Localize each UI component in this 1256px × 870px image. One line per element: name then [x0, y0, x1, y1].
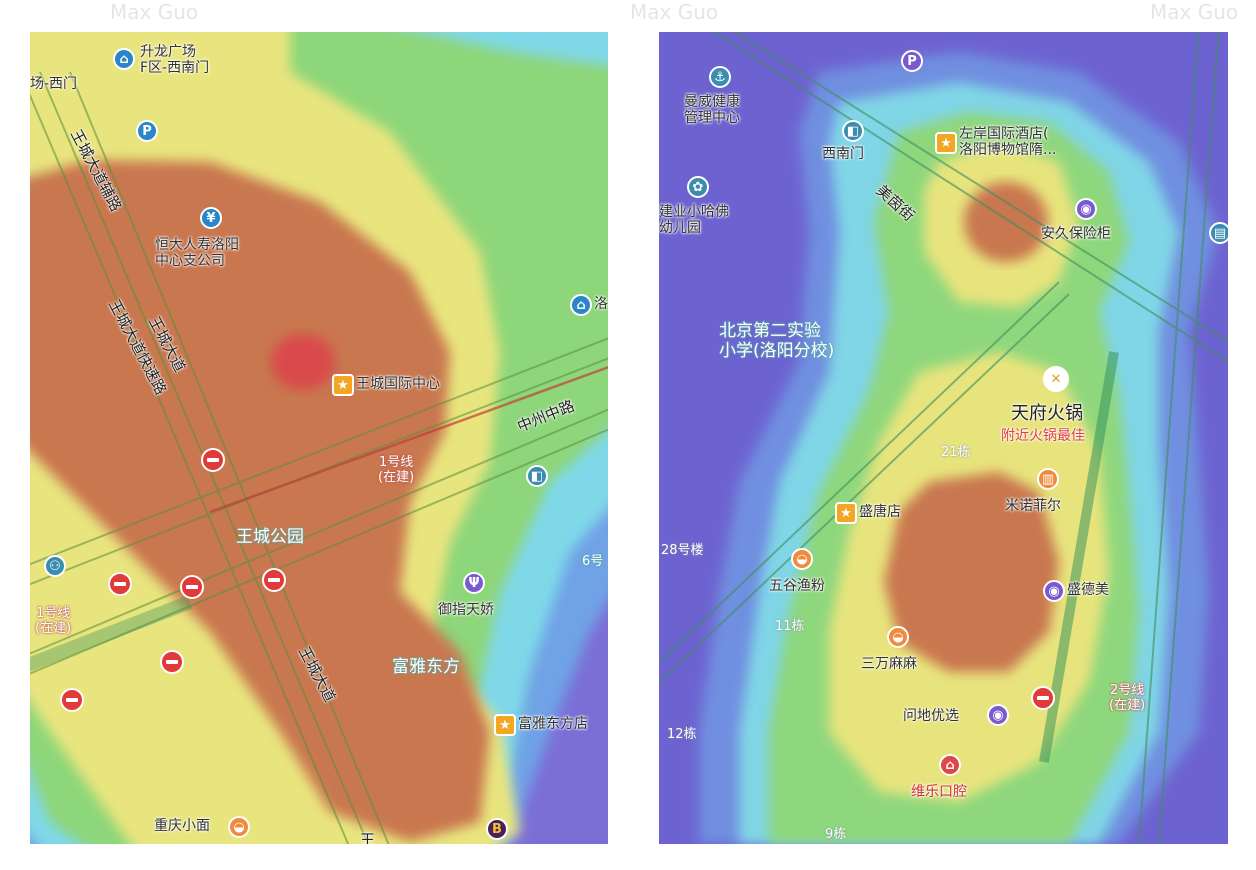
metro-label-line1-b: 1号线 (在建) [35, 606, 72, 636]
poi-fuya-store[interactable]: 富雅东方店 [518, 716, 588, 732]
building-9: 9栋 [825, 827, 847, 842]
hotel-star-icon[interactable]: ★ [494, 714, 516, 736]
poi-xinan-gate[interactable]: 西南门 [822, 146, 864, 162]
poi-partial-right[interactable]: 洛 [594, 296, 608, 312]
museum-icon[interactable]: ⌂ [570, 294, 592, 316]
poi-tianfu-sub: 附近火锅最佳 [1001, 428, 1085, 444]
road-label-bottom-frag: 王 [360, 831, 376, 844]
hotel-star-icon[interactable]: ★ [332, 374, 354, 396]
poi-tianfu[interactable]: 天府火锅 [1011, 403, 1083, 424]
no-entry-icon [180, 575, 204, 599]
parking-icon[interactable]: P [136, 120, 158, 142]
road-lines [659, 32, 1228, 844]
poi-shenglong[interactable]: 升龙广场 F区-西南门 [140, 44, 210, 77]
poi-chongqing[interactable]: 重庆小面 [154, 818, 210, 834]
heat-peak-zone [271, 334, 335, 390]
heat-high-zone-north [964, 182, 1048, 262]
watermark: Max Guo [1150, 0, 1239, 24]
restaurant-icon[interactable]: ✕ [1043, 366, 1069, 392]
metro-line-1 [209, 365, 608, 514]
anchor-icon[interactable]: ⚓ [709, 66, 731, 88]
poi-wangcheng-center[interactable]: 王城国际中心 [356, 376, 440, 392]
poi-weile[interactable]: 维乐口腔 [911, 784, 967, 800]
poi-west-gate[interactable]: 场-西门 [30, 76, 78, 92]
bus-stop-icon[interactable]: ▤ [1209, 222, 1228, 244]
dental-icon[interactable]: ⌂ [939, 754, 961, 776]
restaurant-icon[interactable]: ◒ [887, 626, 909, 648]
watermark: Max Guo [630, 0, 719, 24]
restroom-icon[interactable]: ⚇ [44, 555, 66, 577]
building-12: 12栋 [667, 727, 697, 742]
poi-school[interactable]: 北京第二实验 小学(洛阳分校) [719, 321, 835, 361]
no-entry-icon [262, 568, 286, 592]
parking-icon[interactable]: P [901, 50, 923, 72]
road-lines [30, 71, 608, 844]
poi-sanwan[interactable]: 三万麻麻 [861, 656, 917, 672]
poi-minuo[interactable]: 米诺菲尔 [1005, 498, 1061, 514]
hotel-star-icon[interactable]: ★ [835, 502, 857, 524]
right-heatmap-canvas[interactable] [659, 32, 1228, 844]
no-entry-icon [108, 572, 132, 596]
bus-icon[interactable]: ⌂ [113, 48, 135, 70]
left-heatmap-panel[interactable]: 升龙广场 F区-西南门 ⌂ 场-西门 P 王城大道辅路 ¥ 恒大人寿洛阳 中心支公司… [30, 32, 608, 844]
brand-b-icon[interactable]: B [486, 818, 508, 840]
shop-icon[interactable]: ◉ [987, 704, 1009, 726]
metro-label-line6: 6号 [582, 554, 604, 569]
poi-zuoan[interactable]: 左岸国际酒店(洛阳博物馆隋... [959, 126, 1057, 159]
metro-label-line2: 2号线 (在建) [1109, 683, 1146, 713]
poi-shengtang[interactable]: 盛唐店 [859, 504, 901, 520]
heat-high-zone-south [884, 472, 1059, 672]
shop-icon[interactable]: ◉ [1075, 198, 1097, 220]
sprout-icon[interactable]: ✿ [687, 176, 709, 198]
hotel-star-icon[interactable]: ★ [935, 132, 957, 154]
restaurant-icon[interactable]: Ψ [463, 572, 485, 594]
poi-anjiu[interactable]: 安久保险柜 [1041, 226, 1111, 242]
no-entry-icon [160, 650, 184, 674]
no-entry-icon [1031, 686, 1055, 710]
poi-shengdemei[interactable]: 盛德美 [1067, 582, 1109, 598]
right-heatmap-panel[interactable]: P ⚓ 曼威健康 管理中心 ◧ 西南门 ★ 左岸国际酒店(洛阳博物馆隋... ✿ … [659, 32, 1228, 844]
poi-kindergarten[interactable]: 建业小哈佛 幼儿园 [659, 204, 729, 237]
bank-icon[interactable]: ¥ [200, 207, 222, 229]
building-21: 21栋 [941, 445, 971, 460]
restaurant-icon[interactable]: ◒ [228, 816, 250, 838]
poi-yuzhi[interactable]: 御指天娇 [438, 602, 494, 618]
restaurant-icon[interactable]: ◒ [791, 548, 813, 570]
poi-fuya-east[interactable]: 富雅东方 [392, 657, 460, 677]
shop-icon[interactable]: ◉ [1043, 580, 1065, 602]
poi-wugu[interactable]: 五谷渔粉 [769, 578, 825, 594]
heat-high-zone [30, 160, 490, 842]
poi-hengda[interactable]: 恒大人寿洛阳 中心支公司 [155, 237, 239, 270]
building-11: 11栋 [775, 619, 805, 634]
bus-icon[interactable]: ◧ [842, 120, 864, 142]
bus-stop-icon[interactable]: ◧ [526, 465, 548, 487]
left-heatmap-canvas[interactable] [30, 32, 608, 844]
poi-wangcheng-park[interactable]: 王城公园 [236, 527, 304, 547]
poi-manwei[interactable]: 曼威健康 管理中心 [684, 94, 740, 127]
no-entry-icon [201, 448, 225, 472]
no-entry-icon [60, 688, 84, 712]
poi-wendi[interactable]: 问地优选 [903, 708, 959, 724]
restaurant-icon[interactable]: ▥ [1037, 468, 1059, 490]
metro-label-line1: 1号线 (在建) [378, 455, 415, 485]
building-28: 28号楼 [661, 543, 704, 558]
watermark: Max Guo [110, 0, 199, 24]
